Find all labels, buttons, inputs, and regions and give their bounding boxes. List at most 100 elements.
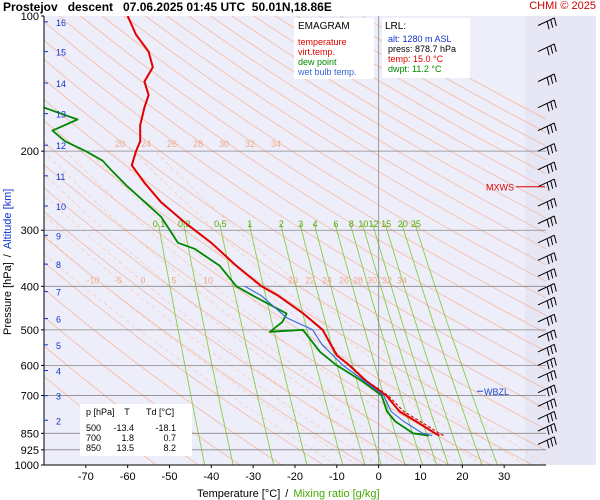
isotherm-label: 26	[167, 139, 177, 149]
wind-barb	[537, 422, 555, 432]
isotherm-label: 10	[203, 275, 213, 285]
mixing-ratio-label: 6	[333, 219, 338, 229]
x-axis-title: Temperature [°C] / Mixing ratio [g/kg]	[197, 488, 380, 500]
wind-barb	[537, 73, 555, 83]
dry-adiabat	[101, 16, 546, 299]
wind-barb-flag	[553, 73, 557, 83]
x-tick-label: -70	[78, 471, 94, 483]
wind-barb-flag	[546, 201, 550, 210]
wind-barb-flag	[553, 423, 557, 432]
mixing-ratio-label: 3	[298, 219, 303, 229]
wind-barb-flag	[550, 412, 554, 422]
y-tick-label: 925	[21, 445, 39, 457]
wind-barb	[537, 17, 555, 26]
table-box	[80, 404, 192, 456]
mixing-ratio-line	[313, 223, 382, 465]
dry-adiabat	[44, 21, 546, 352]
altitude-tick-label: 7	[56, 288, 61, 298]
wind-barb	[537, 99, 555, 109]
wind-barb-flag	[553, 215, 557, 225]
mixing-ratio-lines	[157, 223, 498, 465]
y-tick-label: 200	[21, 146, 39, 158]
wind-barb-flag	[553, 17, 557, 27]
mixing-ratio-label: 2	[279, 219, 284, 229]
x-tick-label: -40	[203, 471, 219, 483]
table-header-p: p [hPa]	[86, 407, 115, 417]
wind-barb	[537, 436, 555, 445]
legend-temperature: temperature	[298, 37, 347, 47]
wind-barb-flag	[546, 255, 550, 265]
mixing-ratio-label: 0.1	[153, 219, 166, 229]
wind-barb	[537, 143, 555, 152]
wind-barb	[537, 410, 555, 420]
wind-barb-flag	[553, 370, 557, 379]
wind-barb-flag	[550, 236, 554, 246]
special-levels: MXWS WBZL	[477, 183, 545, 397]
mixing-ratio-line	[248, 223, 308, 465]
series-wet-bulb-temp	[244, 285, 433, 437]
x-tick-label: -10	[329, 471, 345, 483]
wind-barb-flag	[546, 361, 550, 370]
lrl-press: press: 878.7 hPa	[388, 44, 456, 54]
wind-barb-flag	[553, 283, 557, 292]
wind-barb-flag	[553, 436, 557, 445]
dry-adiabat	[188, 16, 546, 234]
isotherm-label: 24	[322, 275, 332, 285]
mixing-ratio-line	[157, 223, 206, 465]
altitude-tick-label: 4	[56, 367, 61, 377]
wind-barb-flag	[553, 297, 557, 306]
mixing-ratio-label: 12	[368, 219, 378, 229]
wind-barb	[537, 252, 555, 261]
wind-barb	[537, 384, 555, 394]
wind-barb-flag	[546, 182, 550, 191]
altitude-tick-label: 8	[56, 260, 61, 270]
x-tick-label: 0	[376, 471, 382, 483]
y-tick-label: 1000	[15, 460, 39, 472]
wind-barb-flag	[553, 122, 557, 132]
wind-barb-flag	[550, 331, 554, 340]
wind-barb-flag	[550, 124, 554, 133]
wind-barb-flag	[550, 45, 554, 54]
mixing-ratio-label: 4	[313, 219, 318, 229]
wind-barb-flag	[546, 165, 550, 174]
isotherm-label: 24	[141, 139, 151, 149]
wind-barb-flag	[550, 438, 554, 447]
altitude-tick-label: 11	[56, 172, 65, 182]
isotherm-label: 30	[219, 139, 229, 149]
table-cell: 8.2	[163, 443, 176, 453]
wind-barb-flag	[553, 384, 557, 394]
mixing-ratio-label: 8	[349, 219, 354, 229]
mixing-ratio-line	[219, 223, 275, 465]
isotherm-label: 28	[353, 275, 363, 285]
wind-barb-flag	[546, 146, 550, 156]
x-tick-label: 10	[414, 471, 426, 483]
wind-barb-flag	[550, 199, 554, 209]
wind-barb-flag	[546, 414, 550, 423]
wind-barb	[537, 178, 555, 188]
level-label-mxws: MXWS	[486, 183, 514, 193]
wind-barb	[537, 296, 555, 306]
altitude-tick-label: 13	[56, 110, 66, 120]
mixing-ratio-line	[183, 223, 234, 465]
mixing-ratio-line	[401, 223, 483, 465]
x-tick-label: -20	[287, 471, 303, 483]
wind-barb-flag	[546, 286, 550, 296]
altitude-tick-label: 3	[56, 392, 61, 402]
table-cell: 13.5	[116, 443, 134, 453]
y-tick-label: 500	[21, 325, 39, 337]
wind-barb-flag	[546, 333, 550, 342]
isotherm-label: -10	[86, 275, 99, 285]
wind-barb-flag	[546, 401, 550, 411]
moist-adiabat	[44, 234, 358, 465]
wind-barb-flag	[553, 329, 557, 339]
mixing-ratio-line	[372, 223, 449, 465]
wind-barb	[537, 313, 555, 323]
table-cell: 1.8	[121, 433, 134, 443]
wind-barb	[537, 329, 555, 338]
series-virt-temp	[303, 313, 444, 437]
isotherm-label: 30	[367, 275, 377, 285]
wind-barb	[537, 43, 555, 53]
wind-barb-flag	[550, 19, 554, 28]
dry-adiabat	[44, 39, 546, 371]
